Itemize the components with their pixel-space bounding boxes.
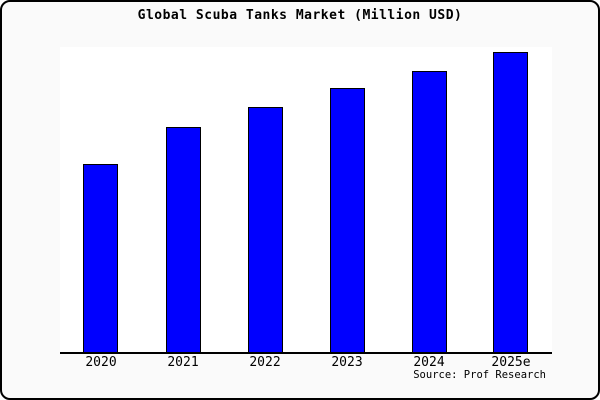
x-tick-label-2023: 2023	[331, 355, 363, 370]
x-tick-label-2021: 2021	[167, 355, 199, 370]
x-tick-label-2020: 2020	[85, 355, 117, 370]
source-credit: Source: Prof Research	[413, 369, 546, 381]
chart-title: Global Scuba Tanks Market (Million USD)	[137, 8, 463, 23]
bar-2021	[165, 126, 201, 352]
bar-2023	[329, 87, 365, 352]
plot-area	[60, 47, 552, 354]
bar-2024	[411, 71, 447, 352]
x-tick-label-2025e: 2025e	[491, 355, 531, 370]
bar-2022	[247, 107, 283, 352]
x-axis: 2020 2021 2022 2023 2024 2025e	[60, 355, 552, 371]
x-tick-label-2024: 2024	[413, 355, 445, 370]
bar-2020	[83, 164, 119, 352]
x-tick-label-2022: 2022	[249, 355, 281, 370]
bar-2025e	[493, 51, 529, 352]
